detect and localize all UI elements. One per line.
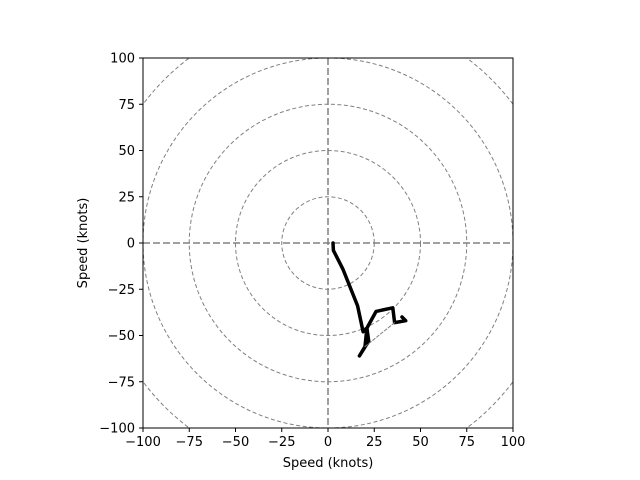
- y-tick-label: 75: [118, 98, 135, 113]
- x-tick-label: 75: [458, 435, 475, 450]
- x-tick-label: −75: [176, 435, 203, 450]
- y-axis-ticks: −100 −75 −50 −25 0 25 50 75 100: [99, 52, 143, 437]
- x-tick-label: 0: [324, 435, 332, 450]
- y-tick-label: −50: [108, 329, 135, 344]
- range-ring: [235, 150, 421, 336]
- y-tick-label: −100: [99, 422, 135, 437]
- x-axis-label: Speed (knots): [283, 456, 374, 471]
- y-tick-label: −25: [108, 283, 135, 298]
- x-tick-label: −50: [222, 435, 249, 450]
- y-tick-label: 0: [127, 237, 135, 252]
- x-tick-label: 100: [501, 435, 526, 450]
- y-tick-label: 50: [118, 144, 135, 159]
- hodograph-trace: [331, 241, 408, 358]
- plot-content: [143, 58, 513, 428]
- x-axis-ticks: −100 −75 −50 −25 0 25 50 75 100: [125, 428, 525, 450]
- x-tick-label: 25: [366, 435, 383, 450]
- secondary-trace: [364, 322, 396, 348]
- x-tick-label: −100: [125, 435, 161, 450]
- x-tick-label: −25: [268, 435, 295, 450]
- y-tick-label: 100: [110, 52, 135, 67]
- y-tick-label: −75: [108, 375, 135, 390]
- x-tick-label: 50: [412, 435, 429, 450]
- y-axis-label: Speed (knots): [76, 198, 91, 289]
- y-tick-label: 25: [118, 190, 135, 205]
